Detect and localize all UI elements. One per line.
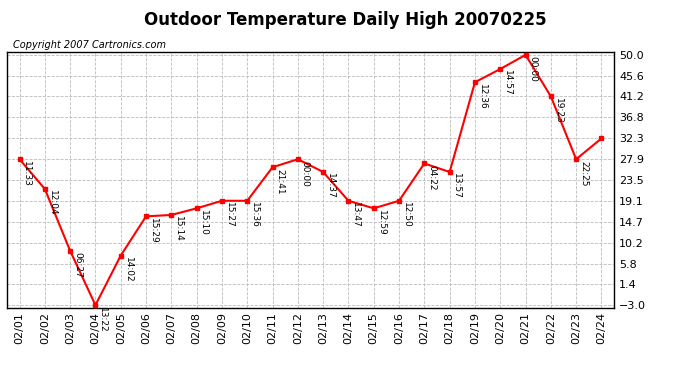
Text: 14:57: 14:57 [503,70,512,96]
Text: 15:29: 15:29 [149,218,158,243]
Text: Outdoor Temperature Daily High 20070225: Outdoor Temperature Daily High 20070225 [144,11,546,29]
Text: 19:23: 19:23 [553,98,562,123]
Text: 12:36: 12:36 [477,84,486,110]
Text: 13:22: 13:22 [98,306,107,332]
Text: 15:36: 15:36 [250,202,259,228]
Text: 13:57: 13:57 [453,173,462,199]
Text: 11:33: 11:33 [22,160,31,186]
Text: 14:02: 14:02 [124,257,132,283]
Text: 06:27: 06:27 [73,252,82,278]
Text: 14:37: 14:37 [326,173,335,199]
Text: 15:10: 15:10 [199,210,208,236]
Text: Copyright 2007 Cartronics.com: Copyright 2007 Cartronics.com [13,40,166,50]
Text: 00:00: 00:00 [529,56,538,82]
Text: 15:14: 15:14 [174,216,183,242]
Text: 04:22: 04:22 [427,165,436,190]
Text: 12:59: 12:59 [377,210,386,236]
Text: 00:00: 00:00 [301,160,310,186]
Text: 22:25: 22:25 [579,160,588,186]
Text: 13:47: 13:47 [351,202,360,228]
Text: 12:04: 12:04 [48,190,57,216]
Text: 12:50: 12:50 [402,202,411,228]
Text: 15:27: 15:27 [225,202,234,228]
Text: 21:41: 21:41 [275,169,284,194]
